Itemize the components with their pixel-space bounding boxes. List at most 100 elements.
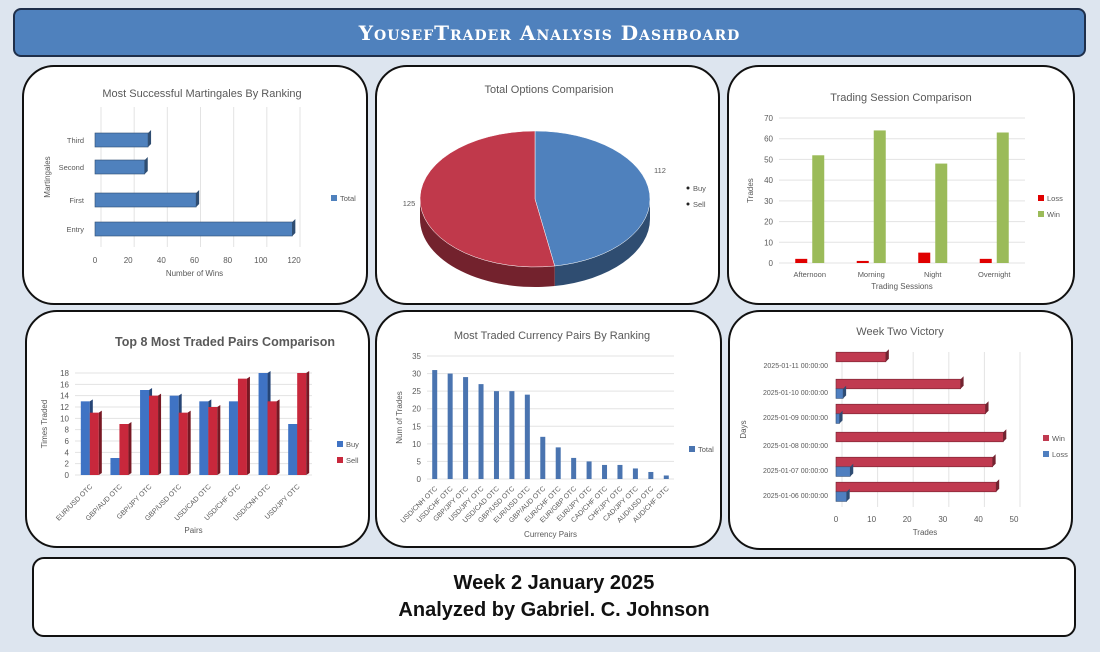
bar-side	[98, 410, 102, 475]
legend-label: Buy	[693, 184, 706, 193]
y-tick-label: 2025-01-11 00:00:00	[764, 363, 829, 370]
y-tick-label: 20	[764, 218, 773, 227]
pie-slice-side	[420, 199, 555, 287]
bar	[873, 130, 886, 263]
chart-svg: Most Successful Martingales By Ranking 0 2…	[43, 88, 356, 278]
y-tick-label: 20	[412, 405, 421, 414]
y-tick-label: 25	[412, 387, 421, 396]
y-tick-label: 6	[65, 437, 70, 446]
bar	[297, 373, 307, 475]
chart-title: Most Traded Currency Pairs By Ranking	[454, 330, 650, 342]
legend-marker	[686, 186, 690, 190]
footer: Week 2 January 2025 Analyzed by Gabriel.…	[32, 557, 1076, 637]
bar	[979, 258, 992, 263]
legend-swatch	[1038, 211, 1044, 217]
martingales-chart-panel: Most Successful Martingales By Ranking 0 2…	[22, 65, 368, 305]
bar	[149, 395, 159, 475]
x-tick-label: 40	[974, 515, 983, 524]
x-tick-label: 20	[124, 256, 133, 265]
y-tick-label: First	[69, 196, 84, 205]
bar	[540, 436, 546, 479]
bar	[258, 373, 268, 475]
y-tick-label: 2025-01-08 00:00:00	[763, 443, 828, 450]
y-tick-label: 0	[65, 471, 70, 480]
legend-label: Win	[1052, 434, 1065, 443]
y-tick-label: 16	[60, 380, 69, 389]
bar	[509, 391, 515, 479]
x-axis-title: Trades	[913, 528, 938, 537]
y-tick-label: 12	[60, 403, 69, 412]
legend-swatch	[337, 457, 343, 463]
y-tick-label: 35	[412, 352, 421, 361]
bar	[80, 401, 90, 475]
bar	[140, 390, 150, 475]
x-tick-label: 50	[1010, 515, 1019, 524]
bar-side	[839, 410, 843, 424]
y-tick-label: 15	[412, 422, 421, 431]
bar	[178, 412, 188, 475]
bar	[918, 252, 931, 263]
y-tick-label: 0	[769, 259, 774, 268]
bar	[208, 407, 218, 475]
y-tick-label: 8	[65, 426, 70, 435]
bar	[493, 391, 499, 479]
y-tick-label: Third	[67, 136, 84, 145]
legend-marker	[686, 202, 690, 206]
dashboard-title: YousefTrader Analysis Dashboard	[358, 20, 741, 45]
bar	[119, 424, 129, 475]
x-tick-label: Night	[924, 270, 942, 279]
pie-slice	[534, 130, 651, 267]
chart-svg: Most Traded Currency Pairs By Ranking 0 5 1…	[395, 330, 714, 539]
bar	[288, 424, 298, 475]
y-tick-label: 50	[764, 155, 773, 164]
week-chart-panel: Week Two Victory 0 10 20 30 40 50 2025-01-06 00…	[728, 310, 1073, 550]
bar	[228, 401, 238, 475]
legend-swatch	[689, 446, 695, 452]
bar	[602, 464, 608, 479]
bar-side	[846, 488, 850, 502]
x-tick-label: Overnight	[978, 270, 1011, 279]
x-tick-label: 0	[93, 256, 98, 265]
y-axis-title: Times Traded	[40, 400, 49, 449]
chart-svg: Total Options Comparision 112 125 Buy Sell	[403, 84, 706, 287]
x-tick-label: Afternoon	[793, 270, 826, 279]
bar	[267, 401, 277, 475]
legend-swatch	[1038, 195, 1044, 201]
bar	[856, 260, 869, 263]
top8-chart-panel: Top 8 Most Traded Pairs Comparison 0 2 4 6 8 1…	[25, 310, 370, 548]
y-tick-label: Entry	[66, 225, 84, 234]
bar-side	[144, 157, 148, 174]
bar-side	[985, 401, 989, 414]
bar	[648, 471, 654, 479]
bar-side	[996, 479, 1000, 492]
x-axis-title: Trading Sessions	[871, 282, 933, 291]
y-tick-label: 0	[417, 475, 422, 484]
x-tick-label: 40	[157, 256, 166, 265]
dashboard-header: YousefTrader Analysis Dashboard	[13, 8, 1086, 57]
bar	[663, 475, 669, 479]
bar	[94, 159, 146, 175]
bar	[555, 447, 561, 479]
x-tick-label: 10	[867, 515, 876, 524]
bar-side	[196, 190, 200, 207]
legend-label: Sell	[346, 456, 359, 465]
x-tick-label: 0	[834, 515, 839, 524]
legend-label: Total	[340, 194, 356, 203]
options-pie-chart-panel: Total Options Comparision 112 125 Buy Sell	[375, 65, 720, 305]
x-tick-label: 80	[223, 256, 232, 265]
bar	[835, 388, 844, 399]
y-tick-label: 2025-01-09 00:00:00	[763, 415, 828, 422]
bar	[94, 192, 197, 208]
y-tick-label: 10	[764, 238, 773, 247]
chart-svg: Trading Session Comparison 0 10 20 30 40 50 60 7…	[746, 92, 1063, 291]
bar	[447, 373, 453, 479]
y-tick-label: 5	[417, 457, 422, 466]
legend-label: Win	[1047, 210, 1060, 219]
y-axis-title: Days	[739, 420, 748, 438]
bar	[935, 163, 948, 263]
bar-side	[128, 422, 132, 475]
bar-side	[217, 405, 221, 475]
y-tick-label: 10	[412, 440, 421, 449]
x-axis-title: Number of Wins	[166, 269, 223, 278]
bar-side	[850, 463, 854, 477]
